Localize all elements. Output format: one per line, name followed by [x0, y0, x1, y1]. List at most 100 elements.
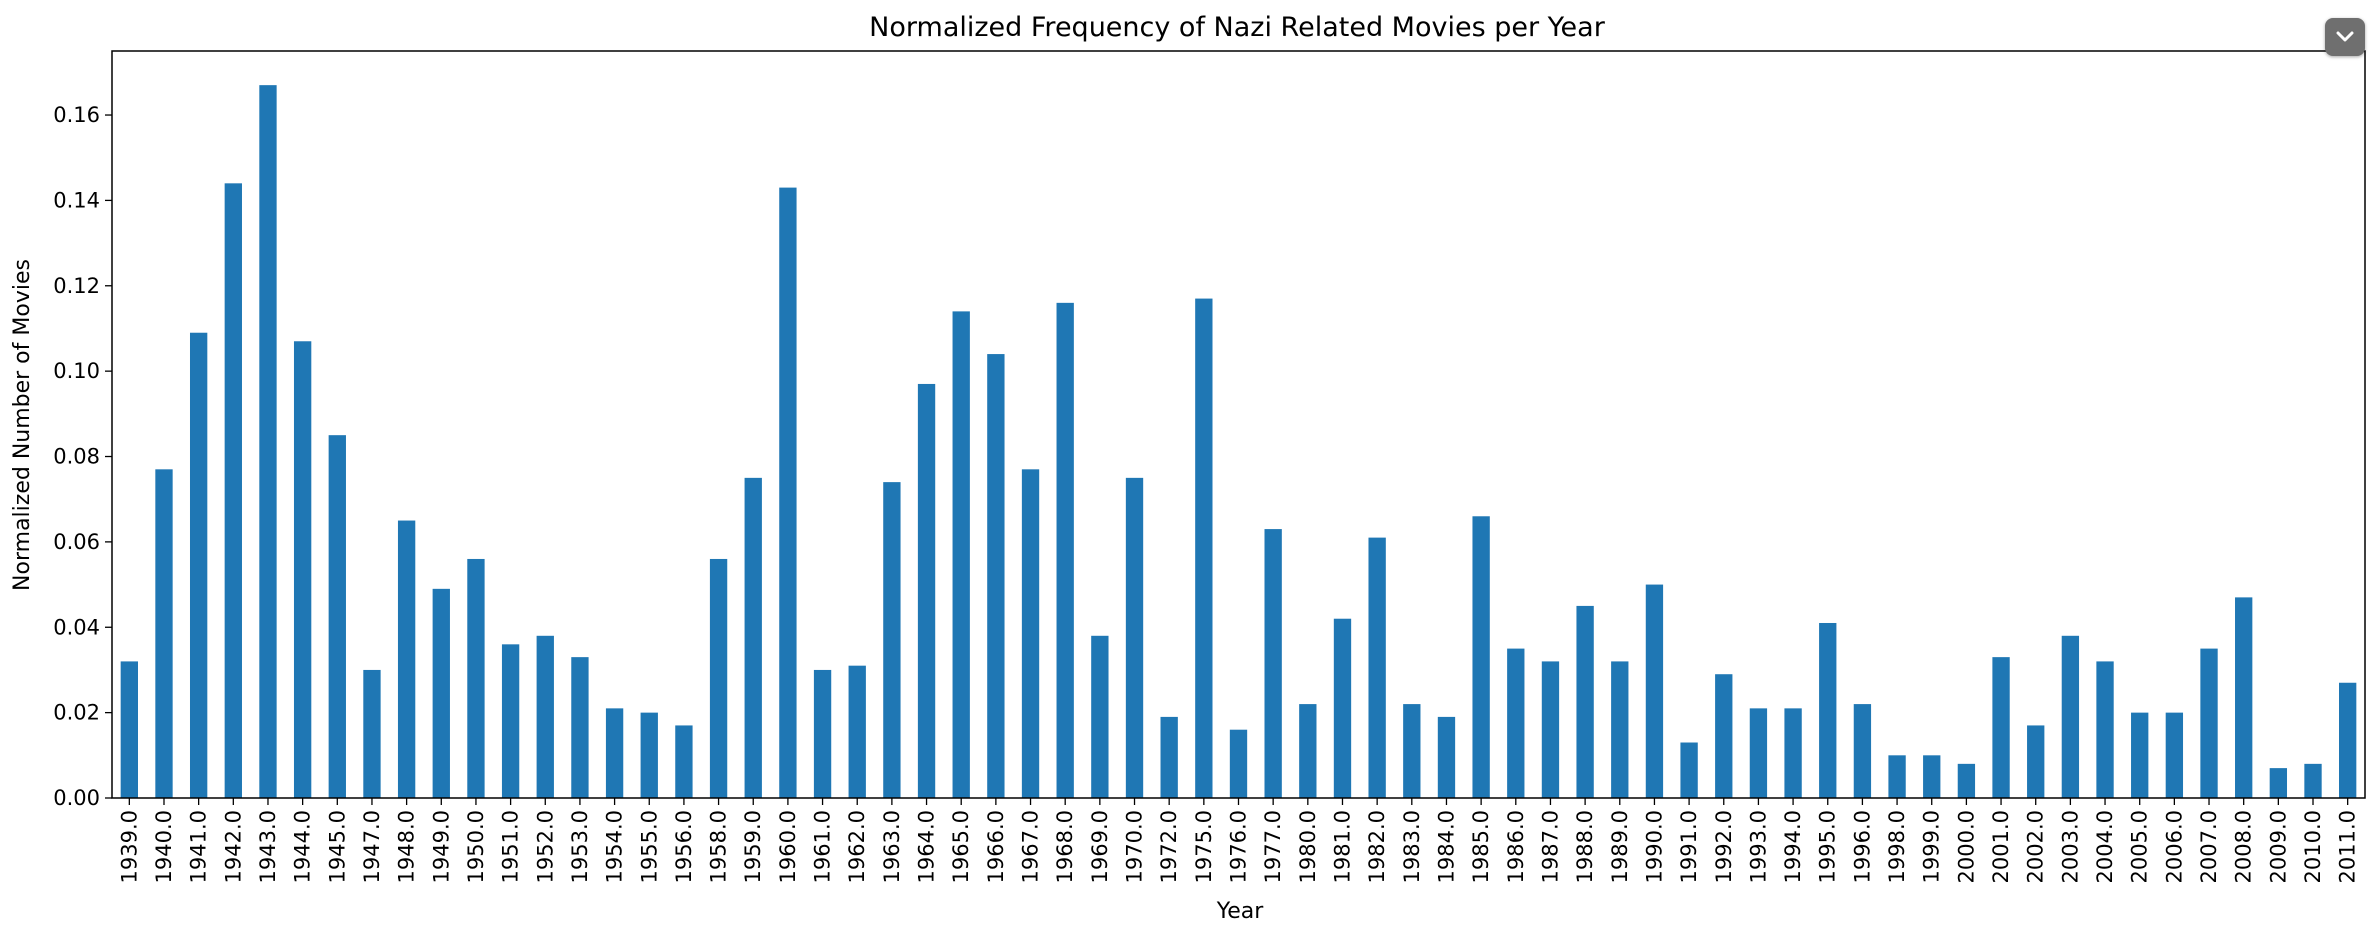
y-tick-label: 0.10 [53, 359, 100, 383]
x-tick-label: 1944.0 [291, 810, 315, 883]
x-tick-label: 1969.0 [1088, 810, 1112, 883]
bar-1944.0 [293, 341, 312, 798]
x-tick-label: 1996.0 [1850, 810, 1874, 883]
bar-1965.0 [952, 311, 970, 798]
bar-1955.0 [640, 712, 658, 798]
x-tick-label: 1940.0 [152, 810, 176, 883]
y-tick-label: 0.14 [53, 188, 100, 212]
bar-1975.0 [1195, 298, 1213, 798]
bar-2000.0 [1957, 763, 1976, 798]
bar-1989.0 [1611, 661, 1629, 798]
x-axis: 1939.0 1940.0 1941.0 1942.0 1943.0 1944.0 1945… [117, 798, 2360, 883]
y-tick-label: 0.02 [53, 701, 100, 725]
x-tick-label: 2010.0 [2301, 810, 2325, 883]
x-tick-label: 1956.0 [672, 810, 696, 883]
bar-1981.0 [1333, 618, 1352, 798]
bar-1948.0 [397, 520, 416, 798]
x-tick-label: 1967.0 [1019, 810, 1043, 883]
x-tick-label: 1999.0 [1920, 810, 1944, 883]
bar-2011.0 [2339, 682, 2357, 798]
bar-1988.0 [1576, 605, 1594, 798]
bar-1952.0 [536, 635, 554, 798]
bar-2005.0 [2131, 712, 2149, 798]
bar-2003.0 [2061, 635, 2080, 798]
x-tick-label: 1966.0 [984, 810, 1008, 883]
bar-1943.0 [259, 85, 277, 799]
y-tick-label: 0.00 [53, 786, 100, 810]
x-tick-label: 1951.0 [499, 810, 523, 883]
bar-1976.0 [1229, 729, 1248, 798]
chart-title: Normalized Frequency of Nazi Related Mov… [869, 12, 1606, 43]
x-tick-label: 2005.0 [2128, 810, 2152, 883]
bar-1992.0 [1715, 674, 1733, 798]
x-tick-label: 1984.0 [1434, 810, 1458, 883]
y-tick-label: 0.04 [53, 615, 100, 639]
bar-2002.0 [2027, 725, 2045, 798]
bar-1984.0 [1437, 716, 1456, 798]
bar-1972.0 [1160, 716, 1178, 798]
x-tick-label: 1961.0 [811, 810, 835, 883]
x-tick-label: 1981.0 [1330, 810, 1354, 883]
bar-2009.0 [2269, 768, 2288, 798]
x-tick-label: 1949.0 [429, 810, 453, 883]
x-tick-label: 1980.0 [1296, 810, 1320, 883]
x-tick-label: 1943.0 [256, 810, 280, 883]
x-tick-label: 1991.0 [1677, 810, 1701, 883]
x-tick-label: 1995.0 [1816, 810, 1840, 883]
x-tick-label: 1945.0 [325, 810, 349, 883]
x-tick-label: 1941.0 [187, 810, 211, 883]
x-tick-label: 1953.0 [568, 810, 592, 883]
y-tick-label: 0.08 [53, 445, 100, 469]
x-tick-label: 1964.0 [915, 810, 939, 883]
bar-1968.0 [1056, 302, 1074, 798]
bar-1986.0 [1507, 648, 1525, 798]
bar-1977.0 [1264, 529, 1282, 798]
y-tick-label: 0.16 [53, 103, 100, 127]
x-tick-label: 1955.0 [637, 810, 661, 883]
bar-1942.0 [224, 183, 242, 799]
bar-1970.0 [1125, 477, 1144, 798]
x-tick-label: 1983.0 [1400, 810, 1424, 883]
bar-1999.0 [1923, 755, 1941, 798]
x-tick-label: 1975.0 [1192, 810, 1216, 883]
chevron-down-icon [2336, 31, 2354, 42]
x-tick-label: 2009.0 [2266, 810, 2290, 883]
x-tick-label: 1959.0 [741, 810, 765, 883]
bar-1982.0 [1368, 537, 1386, 798]
bar-1994.0 [1784, 708, 1802, 798]
x-tick-label: 1952.0 [533, 810, 557, 883]
x-tick-label: 1987.0 [1538, 810, 1562, 883]
bar-1953.0 [571, 657, 589, 798]
bar-1951.0 [501, 644, 520, 798]
bar-1996.0 [1853, 704, 1872, 798]
bar-1987.0 [1541, 661, 1560, 798]
x-tick-label: 1998.0 [1885, 810, 1909, 883]
x-tick-label: 1942.0 [221, 810, 245, 883]
bar-1969.0 [1091, 635, 1109, 798]
bar-1941.0 [189, 332, 208, 798]
bar-1961.0 [813, 669, 832, 798]
x-tick-label: 1962.0 [845, 810, 869, 883]
y-tick-label: 0.06 [53, 530, 100, 554]
collapse-button[interactable] [2325, 18, 2365, 56]
bars-group [120, 85, 2357, 799]
x-tick-label: 2002.0 [2024, 810, 2048, 883]
x-tick-label: 2007.0 [2197, 810, 2221, 883]
x-tick-label: 1986.0 [1504, 810, 1528, 883]
bar-1963.0 [883, 482, 901, 798]
x-axis-label: Year [1216, 899, 1265, 924]
x-tick-label: 1993.0 [1746, 810, 1770, 883]
bar-1966.0 [987, 354, 1005, 798]
x-tick-label: 1988.0 [1573, 810, 1597, 883]
bar-2001.0 [1992, 657, 2010, 798]
x-tick-label: 2004.0 [2093, 810, 2117, 883]
bar-2010.0 [2304, 763, 2322, 798]
y-axis-label: Normalized Number of Movies [10, 259, 35, 591]
bar-1960.0 [779, 187, 797, 798]
bar-1998.0 [1888, 755, 1906, 798]
bar-1993.0 [1749, 708, 1768, 798]
x-tick-label: 1947.0 [360, 810, 384, 883]
x-tick-label: 1990.0 [1642, 810, 1666, 883]
x-tick-label: 2008.0 [2232, 810, 2256, 883]
